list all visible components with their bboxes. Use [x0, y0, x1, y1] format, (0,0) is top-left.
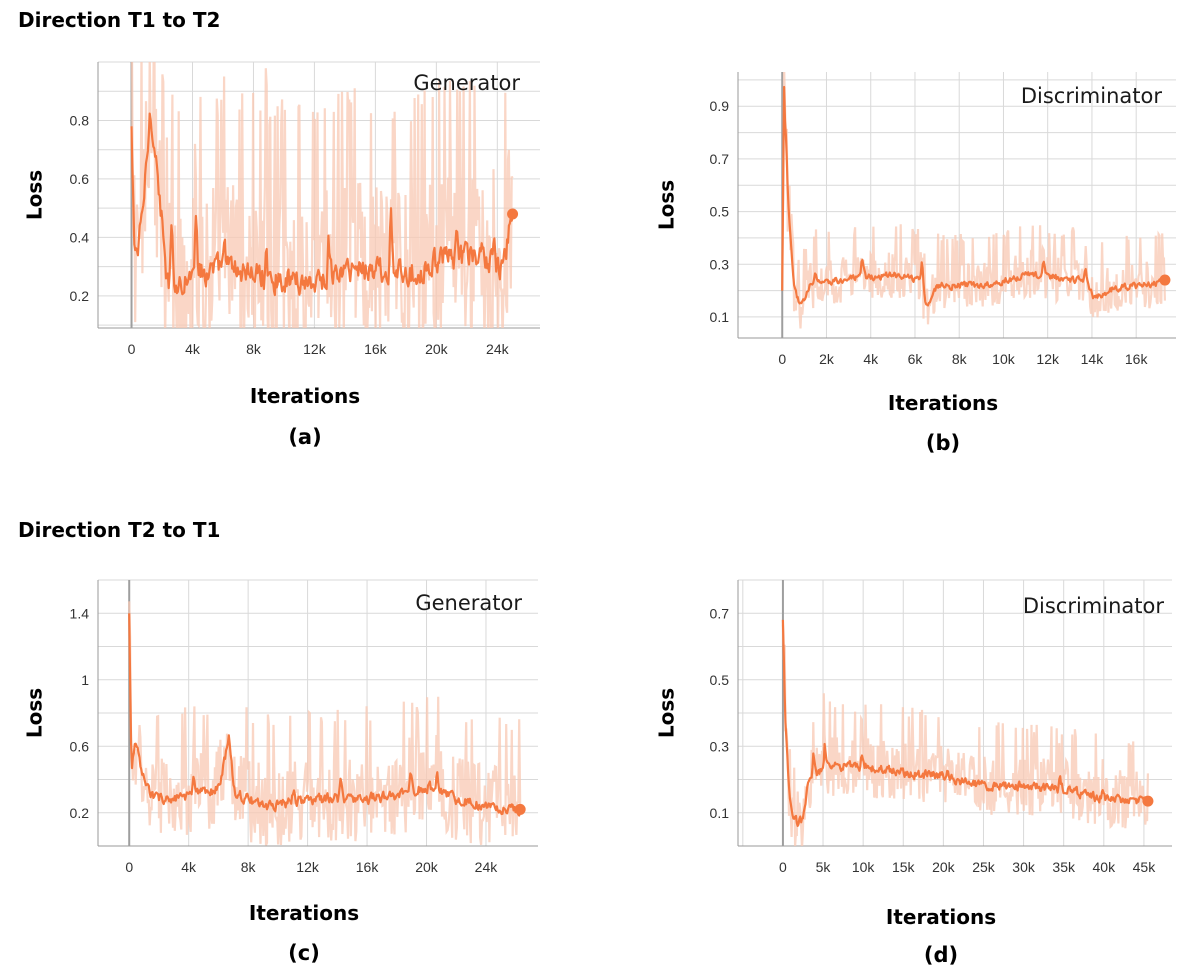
- x-tick-label: 0: [125, 859, 133, 875]
- panel-caption: (d): [924, 943, 958, 967]
- y-tick-label: 0.6: [70, 171, 90, 187]
- x-tick-label: 40k: [1093, 859, 1117, 875]
- y-axis-label: Loss: [23, 170, 47, 220]
- y-tick-label: 0.5: [710, 672, 730, 688]
- x-tick-label: 10k: [992, 351, 1016, 367]
- y-axis-label: Loss: [655, 688, 679, 738]
- x-tick-label: 25k: [972, 859, 996, 875]
- x-tick-label: 12k: [303, 341, 327, 357]
- x-tick-label: 16k: [356, 859, 380, 875]
- last-point-marker: [507, 208, 519, 220]
- y-tick-label: 0.7: [710, 605, 730, 621]
- x-tick-label: 24k: [475, 859, 499, 875]
- y-tick-label: 0.5: [710, 204, 730, 220]
- y-tick-label: 0.3: [710, 738, 730, 754]
- x-tick-label: 6k: [908, 351, 924, 367]
- x-tick-label: 20k: [415, 859, 439, 875]
- x-axis-label: Iterations: [886, 905, 996, 929]
- last-point-marker: [1159, 274, 1171, 286]
- raw-loss-line: [781, 72, 1166, 329]
- y-tick-label: 0.1: [710, 309, 730, 325]
- y-tick-label: 0.6: [70, 738, 90, 754]
- x-tick-label: 16k: [1125, 351, 1149, 367]
- raw-loss-line: [130, 62, 514, 328]
- x-axis-label: Iterations: [250, 384, 360, 408]
- y-tick-label: 1.4: [70, 605, 90, 621]
- y-tick-label: 1: [81, 672, 89, 688]
- x-tick-label: 4k: [185, 341, 201, 357]
- x-tick-label: 8k: [246, 341, 262, 357]
- section-heading-t1-to-t2: Direction T1 to T2: [18, 8, 221, 32]
- last-point-marker: [514, 803, 526, 815]
- chart-title: Discriminator: [1023, 594, 1165, 618]
- y-tick-label: 0.2: [70, 288, 90, 304]
- chart-title: Generator: [413, 71, 520, 95]
- smoothed-loss-line: [781, 85, 1166, 307]
- x-axis-label: Iterations: [249, 901, 359, 925]
- x-tick-label: 10k: [852, 859, 876, 875]
- x-tick-label: 0: [779, 859, 787, 875]
- x-tick-label: 12k: [296, 859, 320, 875]
- y-tick-label: 0.8: [70, 112, 90, 128]
- x-tick-label: 0: [128, 341, 136, 357]
- x-tick-label: 2k: [819, 351, 835, 367]
- panel-caption: (a): [288, 425, 321, 449]
- y-tick-label: 0.7: [710, 151, 730, 167]
- panel-caption: (c): [288, 941, 320, 965]
- x-tick-label: 12k: [1036, 351, 1060, 367]
- y-tick-label: 0.9: [710, 98, 730, 114]
- x-tick-label: 35k: [1052, 859, 1076, 875]
- last-point-marker: [1142, 795, 1154, 807]
- x-tick-label: 30k: [1012, 859, 1036, 875]
- x-tick-label: 0: [778, 351, 786, 367]
- y-tick-label: 0.4: [70, 229, 90, 245]
- y-axis-label: Loss: [23, 688, 47, 738]
- x-tick-label: 20k: [932, 859, 956, 875]
- section-heading-t2-to-t1: Direction T2 to T1: [18, 518, 221, 542]
- chart-title: Discriminator: [1021, 84, 1163, 108]
- smoothed-loss-line: [130, 112, 514, 297]
- y-tick-label: 0.1: [710, 805, 730, 821]
- raw-loss-line: [781, 624, 1149, 846]
- x-tick-label: 8k: [241, 859, 257, 875]
- smoothed-loss-line: [781, 619, 1149, 827]
- y-axis-label: Loss: [655, 180, 679, 230]
- x-axis-label: Iterations: [888, 391, 998, 415]
- x-tick-label: 24k: [486, 341, 510, 357]
- x-tick-label: 20k: [425, 341, 449, 357]
- panel-caption: (b): [926, 431, 960, 455]
- x-tick-label: 45k: [1133, 859, 1157, 875]
- x-tick-label: 16k: [364, 341, 388, 357]
- x-tick-label: 4k: [863, 351, 879, 367]
- smoothed-loss-line: [128, 613, 522, 817]
- x-tick-label: 4k: [181, 859, 197, 875]
- y-tick-label: 0.3: [710, 256, 730, 272]
- y-tick-label: 0.2: [70, 805, 90, 821]
- x-tick-label: 8k: [952, 351, 968, 367]
- chart-title: Generator: [415, 591, 522, 615]
- x-tick-label: 5k: [816, 859, 832, 875]
- x-tick-label: 15k: [892, 859, 916, 875]
- x-tick-label: 14k: [1081, 351, 1105, 367]
